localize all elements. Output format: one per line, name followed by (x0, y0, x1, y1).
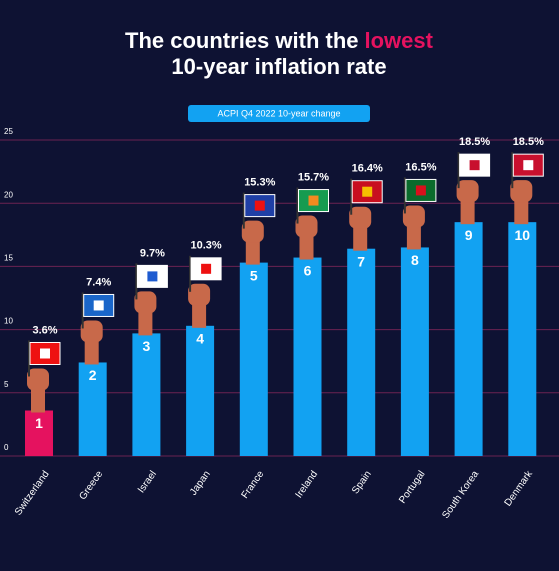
arm (31, 388, 45, 413)
bar (347, 248, 376, 456)
arm (192, 303, 207, 328)
flag-emblem (201, 263, 212, 274)
bar (400, 247, 429, 456)
arm (353, 226, 368, 251)
rank-label: 9 (465, 227, 473, 243)
fist (241, 220, 264, 243)
arm (84, 340, 99, 365)
fist (402, 205, 425, 228)
value-label: 15.7% (298, 171, 329, 183)
flag-emblem (40, 348, 50, 359)
fist (456, 180, 479, 203)
bar (293, 257, 322, 456)
value-label: 9.7% (140, 247, 165, 259)
rank-label: 7 (357, 253, 365, 269)
arm (138, 311, 153, 336)
value-label: 7.4% (86, 276, 111, 288)
flag-emblem (362, 186, 373, 197)
y-tick-label: 25 (4, 127, 13, 136)
rank-label: 6 (304, 262, 312, 278)
fist (27, 368, 49, 391)
bar (132, 333, 161, 456)
flag-emblem (308, 195, 319, 206)
rank-label: 5 (250, 267, 258, 283)
y-tick-label: 15 (4, 254, 13, 263)
value-label: 15.3% (244, 177, 275, 189)
title-text: The countries with the (125, 28, 358, 53)
flag-emblem (147, 271, 158, 282)
value-label: 16.4% (352, 163, 383, 175)
bar (78, 362, 107, 456)
bar (186, 325, 215, 456)
y-tick-label: 10 (4, 317, 13, 326)
flag-emblem (469, 160, 480, 171)
fist (134, 291, 157, 314)
arm (406, 225, 421, 250)
rank-label: 4 (196, 331, 204, 347)
flag-emblem (415, 185, 426, 196)
fist (188, 283, 211, 306)
legend-label: ACPI Q4 2022 10-year change (217, 108, 340, 118)
rank-label: 10 (515, 227, 531, 243)
fist (349, 206, 372, 229)
bar (239, 262, 268, 456)
flag-emblem (93, 300, 104, 311)
bar (508, 222, 537, 456)
flag-emblem (254, 200, 265, 211)
value-label: 18.5% (459, 136, 490, 148)
fist (80, 320, 103, 343)
fist (510, 180, 533, 203)
arm (299, 235, 314, 260)
rank-label: 2 (89, 367, 97, 383)
arm (460, 200, 475, 225)
value-label: 3.6% (32, 324, 57, 336)
value-label: 18.5% (513, 136, 544, 148)
title-highlight: lowest (365, 28, 434, 53)
rank-label: 8 (411, 252, 419, 268)
arm (514, 200, 529, 225)
legend-box (188, 105, 370, 122)
fist (295, 215, 318, 238)
rank-label: 3 (143, 338, 151, 354)
arm (245, 240, 260, 265)
bar (25, 410, 53, 456)
rank-label: 1 (35, 415, 43, 431)
flag-emblem (523, 160, 534, 171)
value-label: 16.5% (405, 161, 436, 173)
y-tick-label: 5 (4, 380, 9, 389)
y-tick-label: 0 (4, 443, 9, 452)
value-label: 10.3% (190, 240, 221, 252)
y-tick-label: 20 (4, 190, 13, 199)
chart-title-line2: 10-year inflation rate (171, 54, 386, 79)
chart-title: The countries with the lowest (125, 28, 434, 53)
bar (454, 222, 483, 456)
